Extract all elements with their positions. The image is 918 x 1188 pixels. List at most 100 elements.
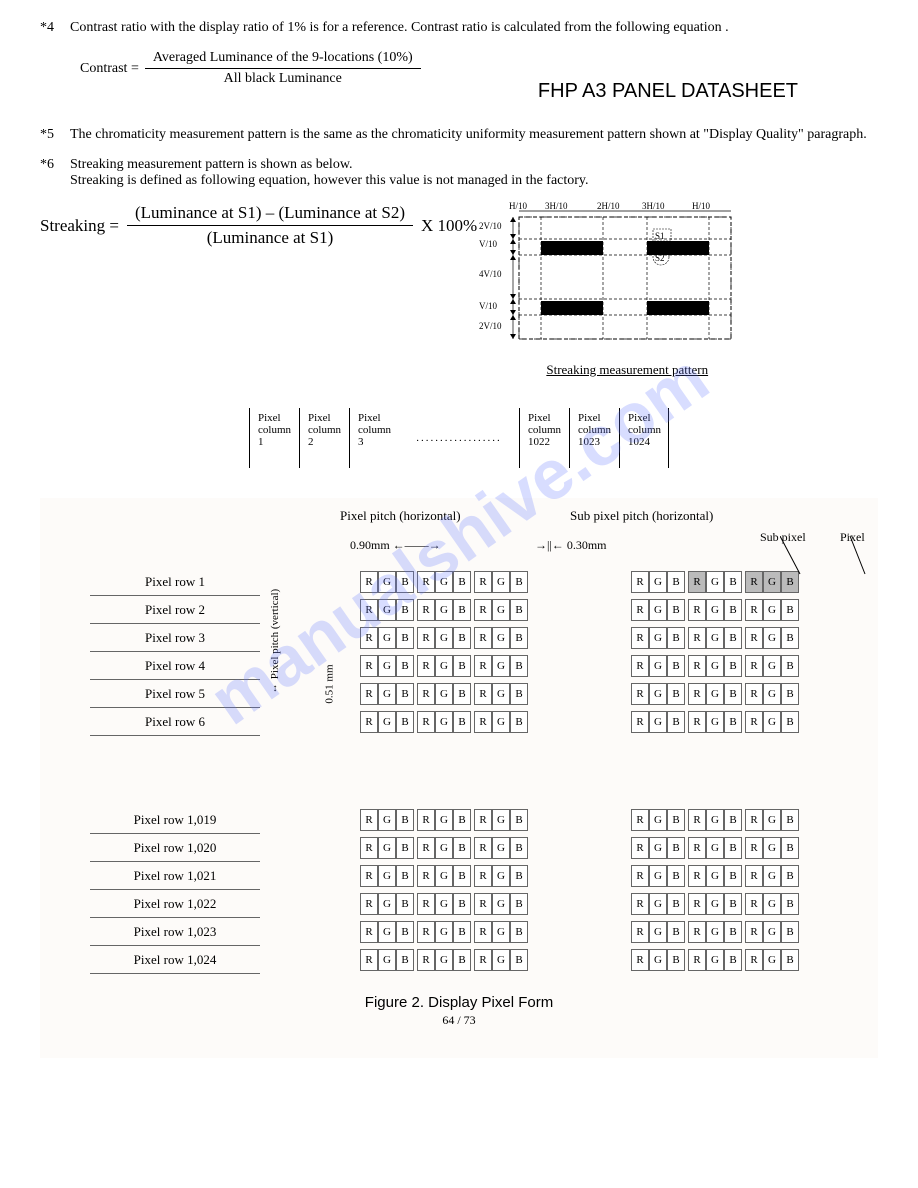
sub-pixel: G: [378, 809, 396, 831]
pixel-grid: RGBRGBRGBRGBRGBRGBRGBRGBRGBRGBRGBRGBRGBR…: [360, 568, 802, 974]
col-hdr: Pixel column 1024: [619, 408, 669, 468]
sub-pixel: B: [724, 949, 742, 971]
sub-pixel: R: [417, 893, 435, 915]
pixel-row: RGBRGBRGBRGBRGBRGB: [360, 918, 802, 946]
sub-pixel: B: [667, 949, 685, 971]
sub-pixel: G: [492, 809, 510, 831]
sub-pixel: B: [453, 809, 471, 831]
row-label: Pixel row 1,024: [90, 946, 260, 974]
pixel-pitch-h-label: Pixel pitch (horizontal): [340, 508, 461, 524]
sub-pixel: R: [688, 837, 706, 859]
sub-pixel: R: [474, 893, 492, 915]
sub-pixel: G: [763, 599, 781, 621]
sub-pixel: B: [781, 893, 799, 915]
sub-pixel: R: [631, 655, 649, 677]
sub-pixel: R: [688, 627, 706, 649]
sub-pixel: B: [724, 599, 742, 621]
sub-pixel: G: [378, 683, 396, 705]
sub-pixel: B: [510, 571, 528, 593]
sub-pixel: R: [417, 627, 435, 649]
sub-pixel: G: [763, 921, 781, 943]
note-5-num: *5: [40, 127, 70, 143]
sub-pixel: B: [781, 837, 799, 859]
svg-text:H/10: H/10: [692, 201, 711, 211]
sub-pixel: G: [378, 921, 396, 943]
sub-pixel: B: [396, 571, 414, 593]
sub-pixel: R: [417, 837, 435, 859]
note-6-line2: Streaking is defined as following equati…: [70, 173, 878, 189]
sub-pixel: G: [492, 627, 510, 649]
sub-pixel: R: [688, 809, 706, 831]
sub-pixel: R: [474, 599, 492, 621]
row-label: Pixel row 1,022: [90, 890, 260, 918]
pixel-form-figure: Pixel pitch (horizontal) Sub pixel pitch…: [40, 498, 878, 1058]
dim-sh: →||← 0.30mm: [535, 538, 606, 553]
sub-pixel: B: [724, 571, 742, 593]
sub-pixel: R: [417, 711, 435, 733]
sub-pixel: G: [378, 837, 396, 859]
note-4-num: *4: [40, 20, 70, 36]
sub-pixel: R: [474, 865, 492, 887]
sub-pixel: B: [453, 599, 471, 621]
sub-pixel: B: [453, 949, 471, 971]
sub-pixel: B: [781, 949, 799, 971]
figure-caption: Figure 2. Display Pixel Form: [40, 994, 878, 1011]
sub-pixel: G: [763, 809, 781, 831]
sub-pixel: R: [745, 893, 763, 915]
sub-pixel: G: [763, 865, 781, 887]
sub-pixel: B: [396, 837, 414, 859]
sub-pixel: G: [492, 921, 510, 943]
sub-pixel: G: [649, 571, 667, 593]
row-label: Pixel row 1,021: [90, 862, 260, 890]
sub-pixel: R: [745, 571, 763, 593]
sub-pixel-pitch-h-label: Sub pixel pitch (horizontal): [570, 508, 713, 524]
sub-pixel: G: [435, 949, 453, 971]
sub-pixel: G: [378, 865, 396, 887]
sub-pixel: B: [510, 683, 528, 705]
sub-pixel: B: [667, 599, 685, 621]
svg-text:2H/10: 2H/10: [597, 201, 620, 211]
sub-pixel: G: [492, 865, 510, 887]
sub-pixel: R: [688, 921, 706, 943]
sub-pixel: R: [745, 683, 763, 705]
note-6-line1: Streaking measurement pattern is shown a…: [70, 157, 878, 173]
sub-pixel: G: [649, 711, 667, 733]
sub-pixel: R: [360, 711, 378, 733]
sub-pixel: B: [510, 949, 528, 971]
sub-pixel: G: [763, 949, 781, 971]
sub-pixel: R: [745, 599, 763, 621]
sub-pixel: B: [396, 683, 414, 705]
sub-pixel: R: [474, 627, 492, 649]
sub-pixel: B: [724, 683, 742, 705]
sub-pixel: G: [649, 655, 667, 677]
sub-pixel: R: [745, 921, 763, 943]
sub-pixel: B: [667, 655, 685, 677]
sub-pixel: G: [763, 655, 781, 677]
sub-pixel: G: [435, 571, 453, 593]
note-6: *6 Streaking measurement pattern is show…: [40, 157, 878, 189]
sub-pixel: G: [435, 711, 453, 733]
contrast-eq-den: All black Luminance: [145, 69, 421, 87]
sub-pixel: R: [360, 655, 378, 677]
sub-pixel: G: [649, 865, 667, 887]
sub-pixel: B: [724, 627, 742, 649]
pixel-row: RGBRGBRGBRGBRGBRGB: [360, 568, 802, 596]
sub-pixel: B: [781, 865, 799, 887]
sub-pixel: G: [706, 949, 724, 971]
sub-pixel: R: [417, 865, 435, 887]
sub-pixel: B: [724, 921, 742, 943]
sub-pixel: B: [667, 627, 685, 649]
sub-pixel: G: [649, 627, 667, 649]
pixel-row: RGBRGBRGBRGBRGBRGB: [360, 806, 802, 834]
sub-pixel: G: [492, 837, 510, 859]
sub-pixel: R: [474, 809, 492, 831]
sub-pixel: G: [706, 627, 724, 649]
sub-pixel: R: [360, 683, 378, 705]
sub-pixel: B: [667, 893, 685, 915]
sub-pixel: G: [649, 949, 667, 971]
sub-pixel: G: [378, 571, 396, 593]
sub-pixel: R: [688, 571, 706, 593]
sub-pixel: G: [706, 921, 724, 943]
row-label: Pixel row 4: [90, 652, 260, 680]
sub-pixel: B: [510, 921, 528, 943]
